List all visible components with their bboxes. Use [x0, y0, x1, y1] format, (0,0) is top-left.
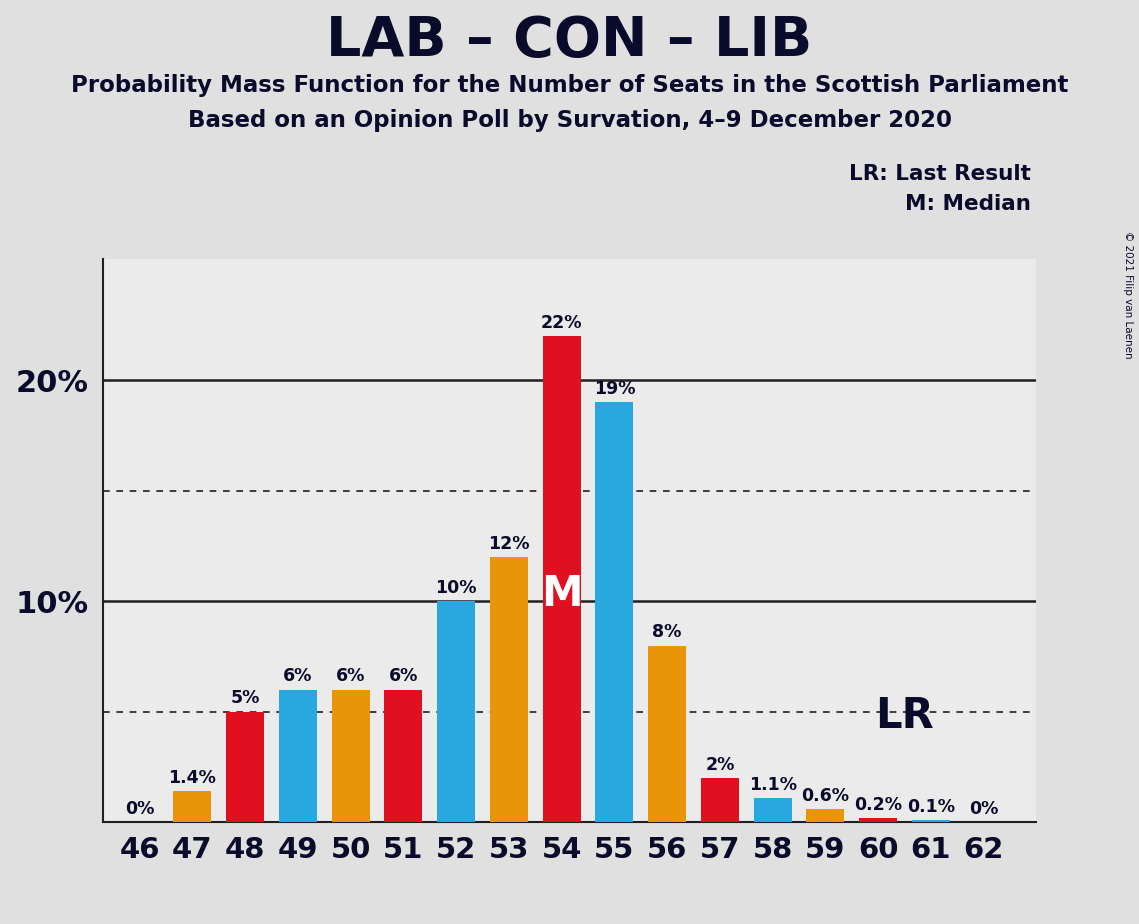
- Text: Based on an Opinion Poll by Survation, 4–9 December 2020: Based on an Opinion Poll by Survation, 4…: [188, 109, 951, 132]
- Bar: [331, 689, 369, 822]
- Bar: [173, 792, 211, 822]
- Text: LR: LR: [875, 695, 934, 737]
- Bar: [596, 402, 633, 822]
- Bar: [437, 602, 475, 822]
- Text: 22%: 22%: [541, 313, 582, 332]
- Bar: [700, 778, 739, 822]
- Text: 6%: 6%: [284, 667, 312, 686]
- Bar: [226, 711, 264, 822]
- Text: LR: Last Result: LR: Last Result: [849, 164, 1031, 185]
- Text: 0.6%: 0.6%: [802, 786, 850, 805]
- Bar: [754, 798, 792, 822]
- Text: 10%: 10%: [435, 579, 477, 597]
- Text: 12%: 12%: [489, 535, 530, 553]
- Text: 6%: 6%: [388, 667, 418, 686]
- Bar: [384, 689, 423, 822]
- Text: 0%: 0%: [969, 800, 999, 818]
- Bar: [806, 809, 844, 822]
- Bar: [859, 818, 898, 822]
- Bar: [912, 821, 950, 822]
- Text: 0.2%: 0.2%: [854, 796, 902, 813]
- Bar: [490, 557, 527, 822]
- Text: 8%: 8%: [653, 623, 682, 641]
- Text: M: Median: M: Median: [904, 194, 1031, 214]
- Text: LAB – CON – LIB: LAB – CON – LIB: [327, 14, 812, 67]
- Bar: [542, 336, 581, 822]
- Bar: [648, 646, 686, 822]
- Text: 0%: 0%: [125, 800, 154, 818]
- Text: 2%: 2%: [705, 756, 735, 773]
- Text: 5%: 5%: [230, 689, 260, 708]
- Text: © 2021 Filip van Laenen: © 2021 Filip van Laenen: [1123, 231, 1132, 359]
- Text: 1.1%: 1.1%: [748, 775, 796, 794]
- Text: 19%: 19%: [593, 380, 636, 398]
- Text: 1.4%: 1.4%: [169, 769, 216, 787]
- Text: M: M: [541, 573, 582, 614]
- Text: 0.1%: 0.1%: [907, 797, 954, 816]
- Text: Probability Mass Function for the Number of Seats in the Scottish Parliament: Probability Mass Function for the Number…: [71, 74, 1068, 97]
- Bar: [279, 689, 317, 822]
- Text: 6%: 6%: [336, 667, 366, 686]
